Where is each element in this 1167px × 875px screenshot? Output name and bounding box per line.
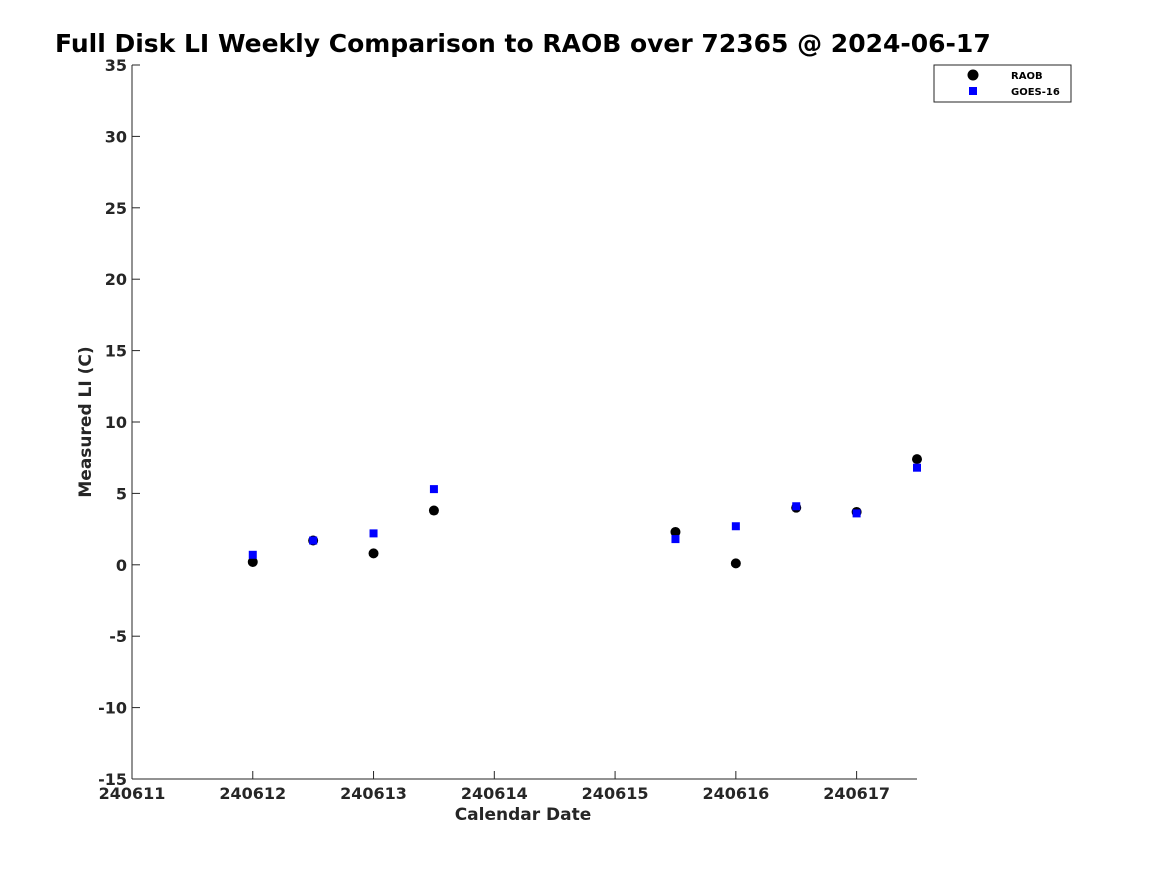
x-axis-label: Calendar Date <box>455 805 592 825</box>
plot-area: -15 -10 -5 0 5 10 15 20 25 30 35 240611 240612 240613… <box>98 56 922 803</box>
raob-point <box>428 505 439 516</box>
y-axis-label: Measured LI (C) <box>76 346 96 497</box>
y-tick-label: 0 <box>116 556 127 575</box>
x-tick-label: 240611 <box>99 784 166 803</box>
legend-goes16-marker <box>969 87 977 95</box>
y-tick-label: -15 <box>98 770 127 789</box>
y-tick-label: 30 <box>105 127 127 146</box>
goes16-point <box>309 536 318 545</box>
legend-label: RAOB <box>1011 71 1043 82</box>
x-tick-label: 240615 <box>582 784 649 803</box>
goes16-point <box>369 529 378 538</box>
x-tick-label: 240613 <box>340 784 407 803</box>
goes16-point <box>913 463 921 472</box>
y-tick-label: 35 <box>105 56 127 75</box>
goes16-point <box>731 522 740 531</box>
x-tick-label: 240612 <box>219 784 286 803</box>
y-tick-label: 20 <box>105 270 127 289</box>
goes16-point <box>248 550 257 559</box>
raob-point <box>912 454 922 465</box>
x-tick-label: 240614 <box>461 784 528 803</box>
legend: RAOB GOES-16 <box>933 64 1072 103</box>
raob-point <box>670 526 681 537</box>
y-tick-label: 10 <box>105 413 127 432</box>
goes16-point <box>852 509 861 518</box>
raob-point <box>368 548 379 559</box>
legend-box <box>933 64 1072 103</box>
legend-raob-marker <box>967 69 979 81</box>
raob-point <box>730 558 741 569</box>
y-tick-label: -10 <box>98 699 127 718</box>
legend-label: GOES-16 <box>1011 87 1060 98</box>
raob-point <box>247 556 258 567</box>
x-tick-label: 240617 <box>823 784 890 803</box>
goes16-point <box>671 535 680 544</box>
y-tick-label: 15 <box>105 342 127 361</box>
y-tick-label: 25 <box>105 199 127 218</box>
goes16-point <box>792 502 801 511</box>
goes16-point <box>429 485 438 494</box>
y-tick-label: 5 <box>116 484 127 503</box>
x-tick-label: 240616 <box>702 784 769 803</box>
chart-title: Full Disk LI Weekly Comparison to RAOB o… <box>55 29 991 58</box>
y-tick-label: -5 <box>109 627 127 646</box>
